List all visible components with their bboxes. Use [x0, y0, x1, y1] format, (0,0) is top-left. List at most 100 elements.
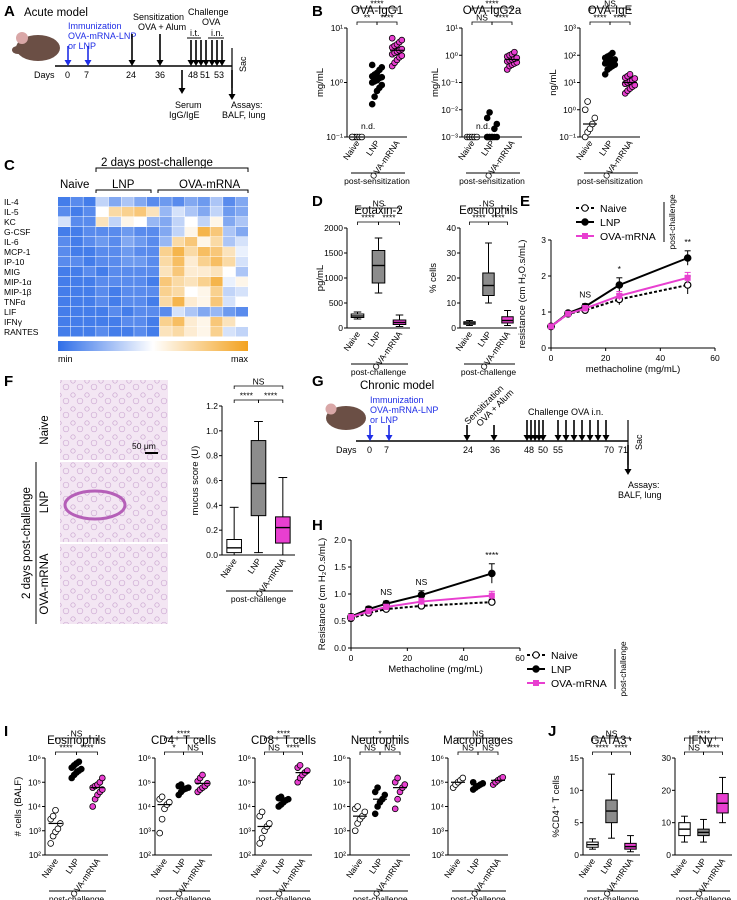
c-header: 2 days post-challenge — [101, 157, 213, 169]
significance-label: NS — [606, 729, 618, 739]
heatmap-cell — [159, 317, 172, 327]
heatmap-cells — [58, 197, 248, 337]
heatmap-row-label: IL-4 — [4, 197, 19, 207]
line-chart: 0 1 2 3 0 20 40 60 methacholine (mg/mL) resistanc… — [517, 194, 720, 375]
panel-a: A Acute model Immunization OVA-mRNA-LNP … — [4, 3, 266, 120]
f-row-mrna: OVA-mRNA — [39, 553, 51, 614]
significance-label: NS — [253, 377, 265, 387]
heatmap-cell — [83, 247, 96, 257]
y-tick-label: 10² — [239, 850, 251, 860]
data-point — [493, 120, 501, 128]
data-point — [52, 806, 59, 814]
g-assays-1: Assays: — [628, 480, 660, 490]
legend-label: OVA-mRNA — [600, 231, 656, 243]
heatmap-cell — [235, 307, 248, 317]
line-chart: 0.0 0.5 1.0 1.5 2.0 0 20 40 60 Methacholine (mg/m… — [317, 535, 628, 697]
g-arrow-ch-b4-head — [586, 435, 594, 441]
legend-label: LNP — [600, 217, 620, 229]
g-arrow-day0-head — [366, 435, 374, 441]
y-axis-label: Resistance (cm H₂O.s/mL) — [317, 538, 328, 650]
y-tick-label: 10⁰ — [445, 50, 458, 60]
significance-label: **** — [613, 13, 627, 23]
panel-label-d: D — [312, 193, 323, 210]
heatmap-cell — [58, 307, 71, 317]
significance-label: NS — [476, 13, 488, 23]
significance-label: NS — [688, 743, 700, 753]
heatmap-cell — [210, 267, 223, 277]
data-point — [391, 805, 399, 813]
a-challenge-1: Challenge — [188, 7, 229, 17]
data-point — [75, 758, 83, 766]
box-chart: 0.0 0.2 0.4 0.6 0.8 1.0 1.2 mucus score (U) Naiv… — [190, 377, 295, 604]
heatmap-cell — [210, 217, 223, 227]
significance-label: **** — [593, 13, 607, 23]
heatmap-cell — [70, 217, 83, 227]
heatmap-cell — [185, 307, 198, 317]
data-point — [398, 36, 406, 44]
x-group-label: post-challenge — [461, 367, 517, 377]
y-tick-label: 10⁻² — [441, 105, 458, 115]
heatmap-cell — [70, 327, 83, 337]
y-tick-label: 2 — [541, 271, 546, 281]
data-marker — [488, 569, 496, 578]
y-tick-label: 10¹ — [564, 78, 576, 88]
category-label: LNP — [465, 856, 483, 876]
significance-label: **** — [177, 729, 191, 739]
significance-label: **** — [614, 743, 628, 753]
significance-bracket — [376, 21, 398, 25]
significance-label: NS — [268, 743, 280, 753]
legend-marker — [532, 651, 540, 659]
g-arrow-day36-head — [490, 435, 498, 441]
x-tick-label: 40 — [459, 653, 469, 663]
heatmap-cell — [223, 247, 236, 257]
x-tick-label: 60 — [710, 353, 720, 363]
data-point — [388, 34, 396, 42]
x-group-label: post-sensitization — [459, 176, 525, 186]
heatmap-cell — [108, 287, 121, 297]
y-tick-label: 10⁰ — [563, 105, 576, 115]
heatmap-cell — [223, 297, 236, 307]
significance-bracket — [55, 737, 98, 741]
box — [482, 272, 495, 296]
category-label: Naive — [456, 138, 477, 162]
significance-label: NS — [483, 199, 495, 209]
heatmap-cell — [121, 327, 134, 337]
data-point — [381, 791, 389, 799]
category-label: LNP — [597, 138, 615, 158]
significance-bracket — [356, 7, 398, 11]
y-tick-label: 30 — [662, 753, 672, 763]
g-arrow-day24-head — [463, 435, 471, 441]
category-label: Naive — [668, 856, 689, 880]
heatmap-cell — [96, 287, 109, 297]
category-label: LNP — [170, 856, 188, 876]
lnp-airway — [63, 489, 127, 521]
a-arrow-day7-head — [84, 60, 92, 66]
a-arrow-it-2-head — [197, 60, 205, 66]
heatmap-cell — [172, 257, 185, 267]
heatmap-cell — [185, 217, 198, 227]
heatmap-cell — [172, 197, 185, 207]
significance-bracket — [703, 751, 723, 755]
g-arrow-ch-b1-head — [562, 435, 570, 441]
heatmap-cell — [96, 207, 109, 217]
g-days-label: Days — [336, 445, 357, 455]
heatmap-cell — [172, 247, 185, 257]
significance-bracket — [379, 751, 401, 755]
heatmap-cell — [223, 237, 236, 247]
data-point — [361, 808, 369, 816]
category-label: LNP — [367, 856, 385, 876]
y-tick-label: 10² — [564, 50, 576, 60]
significance-bracket — [76, 751, 98, 755]
data-point — [158, 815, 166, 823]
a-arrows — [64, 34, 236, 100]
heatmap-cell — [197, 227, 210, 237]
heatmap-cell — [108, 327, 121, 337]
heatmap-cell — [70, 267, 83, 277]
a-immunization-1: Immunization — [68, 21, 122, 31]
heatmap-cell — [121, 317, 134, 327]
a-route-in: i.n. — [211, 28, 223, 38]
data-point — [185, 784, 192, 791]
y-tick-label: 10⁴ — [28, 802, 41, 812]
